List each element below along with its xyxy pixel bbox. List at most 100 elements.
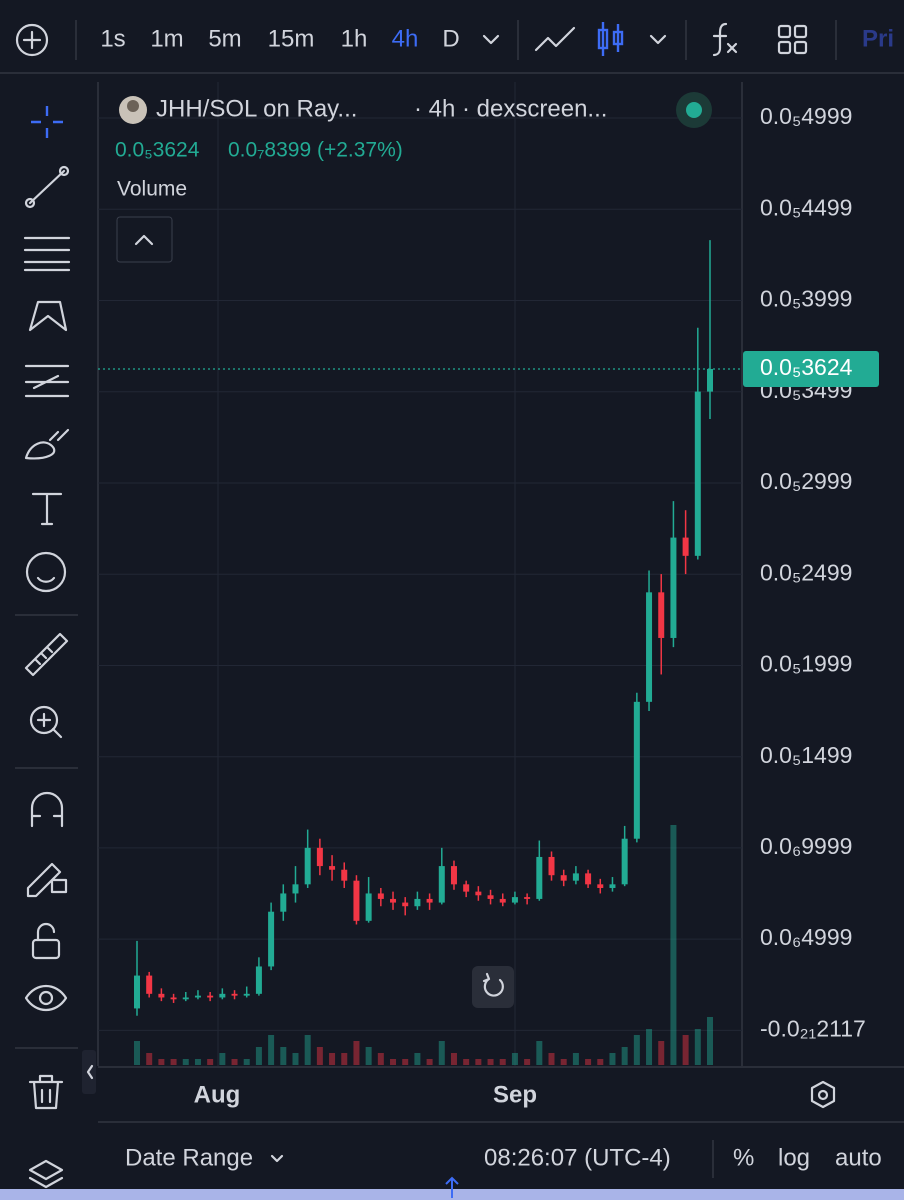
interval-button[interactable]: 1s [100, 25, 125, 52]
volume-bar [438, 1041, 445, 1065]
candle-body [450, 866, 457, 885]
volume-bar [390, 1059, 397, 1065]
token-avatar [127, 100, 139, 112]
time-label: Sep [493, 1081, 537, 1108]
layout-icon[interactable] [777, 24, 808, 55]
candle-body [182, 997, 189, 1000]
candle-body [329, 866, 336, 870]
crosshair-tool[interactable] [31, 106, 63, 138]
interval-button[interactable]: 15m [268, 25, 315, 52]
volume-bar [243, 1059, 250, 1065]
volume-bar [134, 1041, 140, 1065]
interval-button[interactable]: D [442, 25, 459, 52]
visibility-tool[interactable] [24, 984, 68, 1012]
volume-bar [219, 1053, 226, 1065]
last-price-label: 0.0₅3624 [760, 354, 853, 380]
price-tick-label: 0.0₅2499 [760, 559, 852, 585]
volume-bar [414, 1053, 421, 1065]
log-toggle[interactable]: log [778, 1144, 810, 1171]
symbol-title[interactable]: JHH/SOL on Ray... [156, 95, 357, 122]
percent-toggle[interactable]: % [733, 1144, 754, 1171]
collapse-icon [134, 234, 154, 246]
lock-drawing-tool[interactable] [26, 862, 68, 898]
reset-button[interactable] [472, 966, 514, 1008]
clock[interactable]: 08:26:07 (UTC-4) [484, 1144, 671, 1171]
candle-body [548, 856, 555, 876]
price-tick-label: 0.0₅4499 [760, 194, 852, 220]
delete-tool[interactable] [28, 1074, 64, 1110]
volume-bar [694, 1029, 701, 1065]
trend-line-tool[interactable] [28, 169, 66, 205]
visibility-tool [38, 990, 54, 1006]
resize-arrow [445, 1176, 459, 1198]
price-button-cut[interactable]: Pri [862, 25, 894, 52]
brush-tool[interactable] [24, 428, 70, 460]
candle-icon[interactable] [597, 22, 624, 56]
candle-body [134, 975, 140, 1009]
candle-body [170, 997, 177, 1000]
interval-button[interactable]: 1m [150, 25, 183, 52]
volume-bar [341, 1053, 348, 1065]
price-tick-label: 0.0₅1999 [760, 651, 852, 677]
candle-body [194, 995, 201, 998]
fib-tool[interactable] [23, 236, 71, 272]
candle-body [414, 898, 421, 907]
layers-icon[interactable] [28, 1159, 64, 1189]
collapse-icon [86, 1064, 94, 1080]
chevron[interactable] [482, 34, 500, 45]
candle-body [231, 993, 238, 996]
volume-bar [621, 1047, 628, 1065]
price-tick-label: 0.0₅1499 [760, 742, 852, 768]
volume-bar [231, 1059, 238, 1065]
interval-button[interactable]: 1h [341, 25, 368, 52]
date-range[interactable]: Date Range [125, 1144, 253, 1171]
volume-bar [609, 1053, 616, 1065]
emoji-tool [36, 576, 56, 583]
volume-bar [146, 1053, 153, 1065]
volume-bar [707, 1017, 713, 1065]
volume-bar [670, 825, 677, 1065]
lock-tool[interactable] [31, 938, 61, 960]
candle-body [365, 893, 372, 921]
top-toolbar: Pri [0, 20, 904, 74]
candle-body [487, 895, 494, 899]
candle-body [646, 592, 653, 702]
add-icon[interactable] [15, 23, 49, 57]
volume-bar [280, 1047, 287, 1065]
candle-body [572, 873, 579, 881]
auto-toggle[interactable]: auto [835, 1144, 882, 1171]
forecast-tool[interactable] [24, 364, 70, 398]
price-tick-label: 0.0₅3999 [760, 286, 852, 312]
last-price-tag [743, 350, 879, 387]
price-tick-label: 0.0₅2999 [760, 468, 852, 494]
zoom-tool[interactable] [29, 705, 59, 735]
emoji-tool[interactable] [25, 551, 67, 593]
price-tick-label: -0.0₂₁2117 [760, 1015, 866, 1041]
collapse-legend[interactable] [116, 216, 173, 263]
pattern-tool[interactable] [28, 300, 68, 332]
candle-body [207, 995, 214, 998]
candle-body [426, 898, 433, 903]
text-tool[interactable] [31, 492, 63, 526]
candle-body [390, 898, 397, 903]
indicators-icon[interactable] [712, 22, 738, 57]
candle-body [536, 856, 543, 899]
line-chart-icon[interactable] [534, 26, 576, 52]
candle-body [585, 873, 592, 885]
interval-button[interactable]: 5m [208, 25, 241, 52]
ruler-tool[interactable] [24, 632, 69, 677]
lock-tool [36, 922, 56, 942]
candle-body [707, 368, 713, 392]
volume-bar [682, 1035, 689, 1065]
chevron[interactable] [649, 34, 667, 45]
magnet-tool[interactable] [30, 791, 64, 828]
interval-button[interactable]: 4h [392, 25, 419, 52]
volume-bar [329, 1053, 336, 1065]
volume-bar [426, 1059, 433, 1065]
candle-body [475, 891, 482, 896]
settings-icon[interactable] [810, 1080, 836, 1109]
plot [98, 117, 742, 1065]
volume-label: Volume [117, 178, 187, 201]
